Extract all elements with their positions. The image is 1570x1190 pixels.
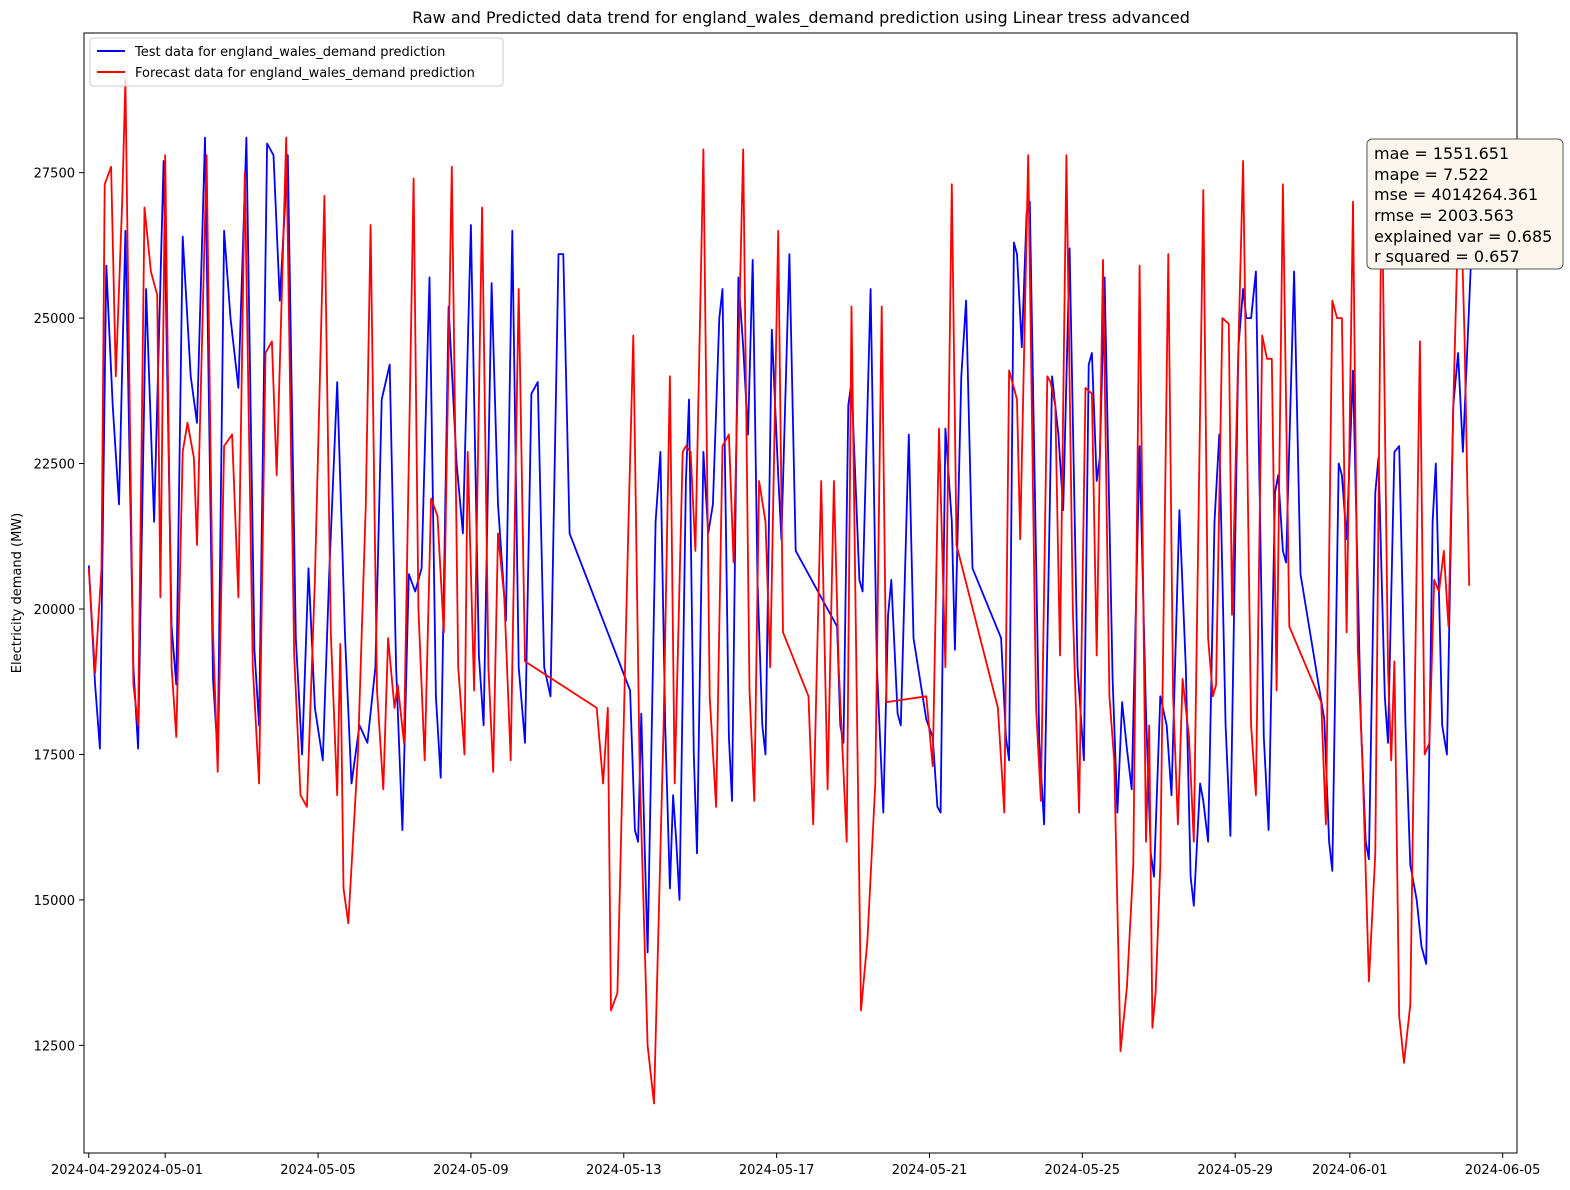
y-tick-label: 17500 (34, 748, 75, 763)
metrics-box: mae = 1551.651 mape = 7.522 mse = 401426… (1366, 138, 1564, 270)
y-tick-label: 12500 (34, 1039, 75, 1054)
chart-title: Raw and Predicted data trend for england… (412, 8, 1190, 28)
x-tick-label: 2024-05-25 (1045, 1163, 1121, 1178)
y-tick-label: 20000 (34, 603, 75, 618)
metric-mape: mape = 7.522 (1374, 165, 1489, 184)
metric-mse: mse = 4014264.361 (1374, 185, 1538, 204)
y-tick-label: 27500 (34, 167, 75, 182)
x-tick-label: 2024-05-01 (127, 1163, 203, 1178)
y-axis-label: Electricity demand (MW) (10, 513, 25, 673)
series-line-forecast (87, 78, 1471, 1105)
x-tick-label: 2024-05-21 (892, 1163, 968, 1178)
legend-label-forecast: Forecast data for england_wales_demand p… (135, 66, 475, 81)
y-tick-label: 25000 (34, 312, 75, 327)
x-tick-label: 2024-05-17 (739, 1163, 815, 1178)
y-axis: 12500 15000 17500 20000 22500 25000 27500 (34, 167, 84, 1054)
legend-box (89, 37, 504, 87)
metric-r-squared: r squared = 0.657 (1374, 247, 1520, 266)
x-tick-label: 2024-06-05 (1465, 1163, 1541, 1178)
y-tick-label: 15000 (34, 894, 75, 909)
metrics-box-background (1366, 138, 1564, 270)
x-tick-label: 2024-05-29 (1197, 1163, 1273, 1178)
plot-frame (83, 32, 1518, 1154)
x-tick-label: 2024-06-01 (1312, 1163, 1388, 1178)
metric-explained-var: explained var = 0.685 (1374, 227, 1552, 246)
legend-label-test: Test data for england_wales_demand predi… (134, 45, 445, 60)
series-line-test (87, 136, 1472, 965)
metric-mae: mae = 1551.651 (1374, 144, 1509, 163)
x-tick-label: 2024-04-29 (51, 1163, 127, 1178)
x-tick-label: 2024-05-05 (280, 1163, 356, 1178)
x-tick-label: 2024-05-13 (586, 1163, 662, 1178)
metric-rmse: rmse = 2003.563 (1374, 206, 1514, 225)
x-tick-label: 2024-05-09 (433, 1163, 509, 1178)
legend: Test data for england_wales_demand predi… (89, 37, 504, 87)
x-axis: 2024-04-29 2024-05-01 2024-05-05 2024-05-09… (51, 1153, 1540, 1178)
y-tick-label: 22500 (34, 458, 75, 473)
series-layer (87, 78, 1472, 1105)
